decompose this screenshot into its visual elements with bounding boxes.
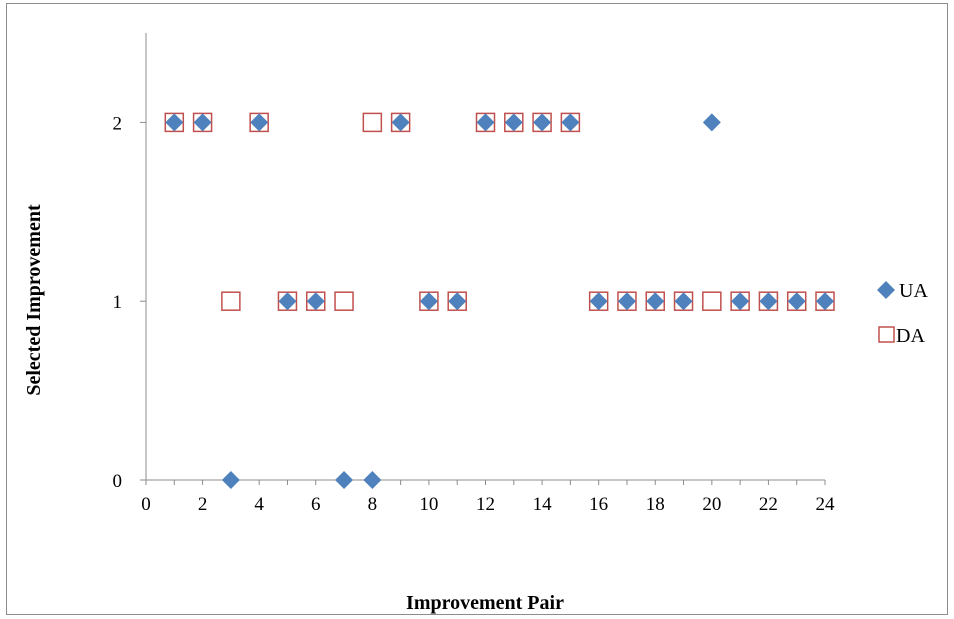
data-point-ua (448, 292, 467, 311)
y-tick-label: 2 (113, 113, 123, 134)
data-point-ua (787, 292, 806, 311)
data-point-ua (731, 292, 750, 311)
data-point-ua (419, 292, 438, 311)
data-point-ua (391, 113, 410, 132)
y-axis-title: Selected Improvement (23, 204, 45, 396)
series-da (164, 112, 835, 311)
legend-marker-ua (877, 281, 895, 299)
series-ua (165, 113, 834, 489)
data-point-ua (335, 471, 354, 489)
legend-label-ua: UA (899, 280, 928, 302)
data-series (164, 112, 835, 489)
data-point-ua (759, 292, 778, 311)
x-tick-label: 10 (419, 494, 438, 515)
data-point-da (702, 291, 722, 311)
data-point-ua (221, 471, 240, 489)
data-point-ua (250, 113, 269, 132)
data-point-ua (504, 113, 523, 132)
x-tick-label: 8 (368, 494, 378, 515)
data-point-ua (306, 292, 325, 311)
x-tick-label: 4 (254, 494, 264, 515)
legend: UA DA (877, 280, 928, 347)
data-point-da (221, 291, 241, 311)
x-tick-label: 24 (816, 494, 836, 515)
data-point-ua (278, 292, 297, 311)
data-point-ua (589, 292, 608, 311)
x-tick-label: 18 (646, 494, 665, 515)
y-tick-label: 0 (113, 471, 123, 492)
x-tick-label: 12 (476, 494, 495, 515)
y-tick-label: 1 (113, 292, 123, 313)
data-point-ua (646, 292, 665, 311)
data-point-ua (363, 471, 382, 489)
data-point-ua (674, 292, 693, 311)
x-tick-label: 2 (198, 494, 208, 515)
x-tick-label: 20 (702, 494, 721, 515)
legend-label-da: DA (896, 325, 925, 347)
x-tick-label: 14 (533, 494, 553, 515)
axes (140, 33, 826, 485)
x-tick-label: 6 (311, 494, 321, 515)
x-tick-label: 16 (589, 494, 608, 515)
data-point-ua (702, 113, 721, 132)
legend-item-ua: UA (877, 280, 928, 302)
data-point-ua (193, 113, 212, 132)
data-point-ua (816, 292, 834, 311)
data-point-ua (617, 292, 636, 311)
x-axis-title: Improvement Pair (406, 592, 564, 614)
data-point-ua (476, 113, 495, 132)
chart-frame (6, 3, 948, 615)
legend-item-da: DA (878, 325, 925, 347)
data-point-da (334, 291, 354, 311)
data-point-da (362, 112, 383, 133)
data-point-ua (165, 113, 184, 132)
data-point-ua (533, 113, 552, 132)
x-tick-label: 22 (759, 494, 778, 515)
legend-marker-da (878, 326, 895, 343)
x-tick-label: 0 (141, 494, 151, 515)
data-point-ua (561, 113, 580, 132)
